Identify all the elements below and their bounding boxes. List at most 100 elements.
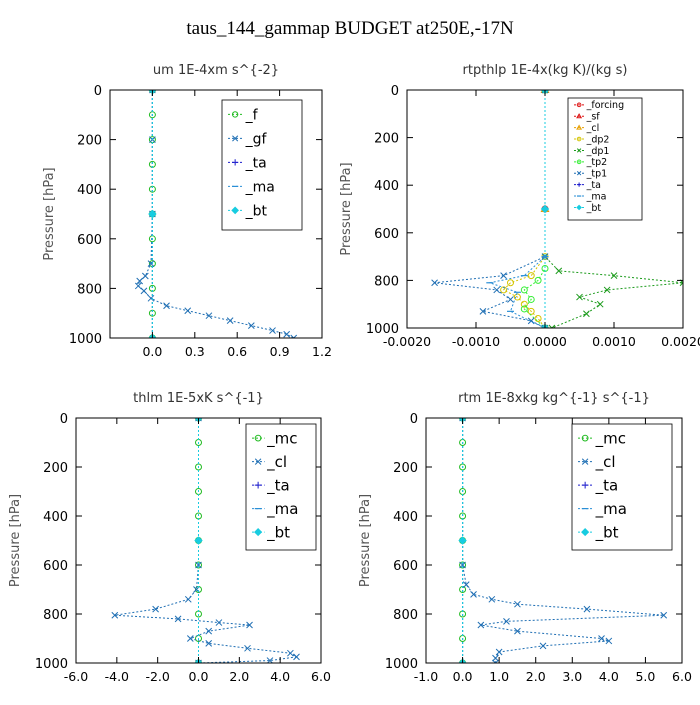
data-point bbox=[152, 605, 159, 613]
x-tick-label: 2.0 bbox=[526, 669, 546, 684]
data-point bbox=[184, 307, 192, 315]
legend-marker bbox=[576, 204, 582, 211]
x-tick-label: 0.0 bbox=[189, 669, 209, 684]
legend-marker bbox=[254, 434, 262, 442]
legend-marker bbox=[581, 481, 589, 489]
y-tick-label: 400 bbox=[374, 179, 399, 194]
data-point bbox=[548, 324, 556, 328]
legend-marker bbox=[576, 102, 582, 108]
legend-label: _cl bbox=[595, 453, 616, 472]
data-point bbox=[244, 644, 251, 652]
y-tick-label: 1000 bbox=[366, 322, 399, 337]
data-point bbox=[527, 295, 535, 303]
legend-marker bbox=[232, 159, 239, 166]
data-point bbox=[147, 294, 155, 302]
x-tick-label: 1.2 bbox=[312, 344, 332, 359]
data-point bbox=[660, 611, 668, 619]
data-point bbox=[493, 286, 501, 294]
data-point bbox=[462, 581, 470, 588]
legend-marker bbox=[576, 171, 582, 176]
y-axis-label: Pressure [hPa] bbox=[339, 162, 354, 255]
x-tick-label: 0.0010 bbox=[592, 334, 636, 349]
x-tick-label: 0.6 bbox=[227, 344, 247, 359]
data-point bbox=[215, 619, 223, 626]
y-tick-label: 800 bbox=[43, 608, 68, 623]
data-point bbox=[534, 314, 542, 322]
x-tick-label: -1.0 bbox=[414, 669, 438, 684]
plot-area bbox=[458, 418, 668, 663]
data-point bbox=[479, 307, 487, 315]
legend-label: _ta bbox=[595, 476, 619, 495]
legend-label: _gf bbox=[245, 131, 268, 147]
y-axis-label: Pressure [hPa] bbox=[8, 494, 23, 587]
x-tick-label: -6.0 bbox=[64, 669, 88, 684]
data-point bbox=[147, 260, 155, 267]
data-point bbox=[495, 648, 503, 656]
x-tick-label: 5.0 bbox=[635, 669, 655, 684]
y-tick-label: 0 bbox=[60, 412, 68, 427]
x-tick-label: 2.0 bbox=[229, 669, 249, 684]
series-tp1 bbox=[431, 90, 549, 328]
legend-marker bbox=[576, 148, 582, 153]
legend-label: _sf bbox=[586, 112, 601, 123]
data-point bbox=[514, 627, 521, 635]
legend-box bbox=[571, 423, 673, 551]
legend-marker bbox=[576, 124, 583, 130]
plot-area bbox=[111, 418, 300, 663]
data-point bbox=[539, 642, 547, 650]
data-point bbox=[136, 277, 144, 285]
legend-marker bbox=[576, 113, 583, 119]
y-tick-label: 1000 bbox=[69, 332, 102, 347]
chart-panel-2: rtpthlp 1E-4x(kg K)/(kg s) Pressure [hPa]… bbox=[339, 63, 700, 349]
legend-marker bbox=[576, 136, 582, 142]
x-tick-label: 4.0 bbox=[599, 669, 619, 684]
legend-label: _ma bbox=[586, 191, 607, 202]
series-bt bbox=[540, 90, 550, 328]
data-point bbox=[194, 536, 203, 545]
y-tick-label: 200 bbox=[43, 461, 68, 476]
x-tick-label: 0.0 bbox=[453, 669, 473, 684]
x-tick-label: 6.0 bbox=[672, 669, 692, 684]
data-point bbox=[477, 621, 485, 629]
data-point bbox=[576, 293, 583, 301]
data-point bbox=[174, 615, 182, 623]
series-line bbox=[523, 90, 546, 328]
y-tick-label: 200 bbox=[374, 132, 399, 147]
data-point bbox=[605, 637, 613, 645]
data-point bbox=[500, 272, 507, 279]
legend: _f _gf _ta _ma _bt bbox=[221, 99, 303, 231]
legend-label: _ta bbox=[266, 476, 290, 495]
data-point bbox=[141, 272, 149, 280]
data-point bbox=[458, 536, 467, 545]
data-point bbox=[527, 317, 535, 325]
data-point bbox=[111, 611, 119, 619]
series-dp1 bbox=[541, 90, 683, 328]
legend-label: _dp2 bbox=[586, 134, 610, 145]
chart-panel-3: thlm 1E-5xK s^{-1} Pressure [hPa] -6.0 -4.0… bbox=[8, 391, 331, 684]
data-point bbox=[492, 659, 499, 663]
chart-panel-1: um 1E-4xm s^{-2} Pressure [hPa] 0.0 0.3 0.6 0… bbox=[42, 63, 332, 359]
y-tick-label: 1000 bbox=[35, 657, 68, 672]
data-point bbox=[596, 300, 604, 308]
figure-title: taus_144_gammap BUDGET at250E,-17N bbox=[186, 18, 514, 39]
plot-frame bbox=[109, 89, 323, 339]
y-tick-label: 400 bbox=[43, 510, 68, 525]
x-tick-label: 1.0 bbox=[489, 669, 509, 684]
series-cl bbox=[459, 418, 668, 663]
legend-label: _tp2 bbox=[586, 157, 608, 168]
data-point bbox=[514, 600, 521, 608]
chart-title: rtm 1E-8xkg kg^{-1} s^{-1} bbox=[458, 391, 650, 406]
legend-label: _mc bbox=[266, 429, 297, 448]
legend-marker bbox=[581, 458, 589, 465]
y-tick-label: 0 bbox=[94, 84, 102, 99]
chart-title: rtpthlp 1E-4x(kg K)/(kg s) bbox=[463, 63, 628, 78]
y-tick-label: 600 bbox=[393, 559, 418, 574]
series-line bbox=[544, 90, 683, 328]
x-tick-label: -4.0 bbox=[105, 669, 129, 684]
series-bt bbox=[458, 418, 467, 663]
legend-label: _ta bbox=[586, 180, 601, 191]
series-line bbox=[434, 90, 546, 328]
x-tick-label: 0.0000 bbox=[523, 334, 567, 349]
legend-marker bbox=[232, 135, 239, 142]
data-point bbox=[283, 330, 291, 338]
